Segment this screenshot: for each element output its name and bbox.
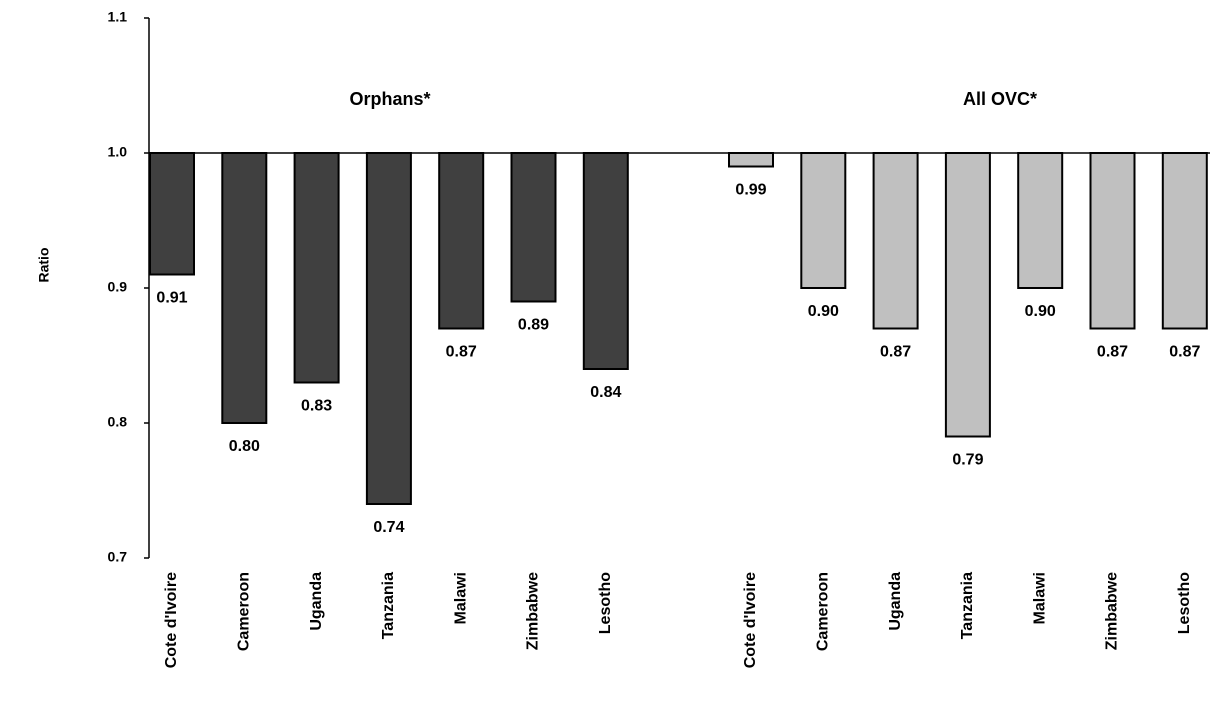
- bar: [582, 152, 629, 370]
- value-label: 0.84: [590, 384, 621, 401]
- x-tick-label: Lesotho: [1176, 572, 1193, 634]
- bar: [293, 152, 340, 384]
- bar: [728, 152, 774, 168]
- y-axis-label: Ratio: [36, 248, 52, 283]
- x-tick-label: Tanzania: [380, 572, 397, 639]
- value-label: 0.87: [1169, 344, 1200, 361]
- y-tick-label: 1.0: [108, 144, 128, 160]
- group-label: Orphans*: [349, 89, 430, 109]
- group-label: All OVC*: [963, 89, 1037, 109]
- y-tick-label: 0.9: [108, 279, 128, 295]
- value-label: 0.90: [1025, 303, 1056, 320]
- x-tick-label: Cameroon: [236, 572, 253, 651]
- x-tick-label: Lesotho: [597, 572, 614, 634]
- bar: [872, 152, 919, 330]
- value-label: 0.89: [518, 317, 549, 334]
- y-tick-label: 0.8: [108, 414, 128, 430]
- value-label: 0.79: [952, 452, 983, 469]
- x-tick-label: Tanzania: [959, 572, 976, 639]
- x-tick-label: Malawi: [1031, 572, 1048, 624]
- value-label: 0.80: [229, 438, 260, 455]
- y-tick-label: 1.1: [108, 9, 128, 25]
- value-label: 0.87: [880, 344, 911, 361]
- value-label: 0.91: [156, 290, 187, 307]
- x-tick-label: Cameroon: [815, 572, 832, 651]
- bar: [221, 152, 268, 424]
- x-tick-label: Zimbabwe: [525, 572, 542, 650]
- bar: [149, 152, 195, 276]
- bar: [944, 152, 991, 438]
- x-tick-label: Cote d'Ivoire: [163, 572, 180, 668]
- x-tick-label: Cote d'Ivoire: [742, 572, 759, 668]
- bar: [438, 152, 485, 330]
- y-tick-label: 0.7: [108, 549, 128, 565]
- value-label: 0.99: [735, 182, 766, 199]
- bar: [510, 152, 557, 303]
- value-label: 0.74: [373, 519, 404, 536]
- value-label: 0.87: [1097, 344, 1128, 361]
- value-label: 0.83: [301, 398, 332, 415]
- x-tick-label: Malawi: [452, 572, 469, 624]
- bar: [365, 152, 412, 505]
- bar: [1017, 152, 1064, 289]
- value-label: 0.90: [808, 303, 839, 320]
- x-tick-label: Uganda: [308, 572, 325, 631]
- bar: [1089, 152, 1136, 330]
- bar: [1161, 152, 1208, 330]
- value-label: 0.87: [446, 344, 477, 361]
- bar: [800, 152, 847, 289]
- x-tick-label: Zimbabwe: [1104, 572, 1121, 650]
- x-tick-label: Uganda: [887, 572, 904, 631]
